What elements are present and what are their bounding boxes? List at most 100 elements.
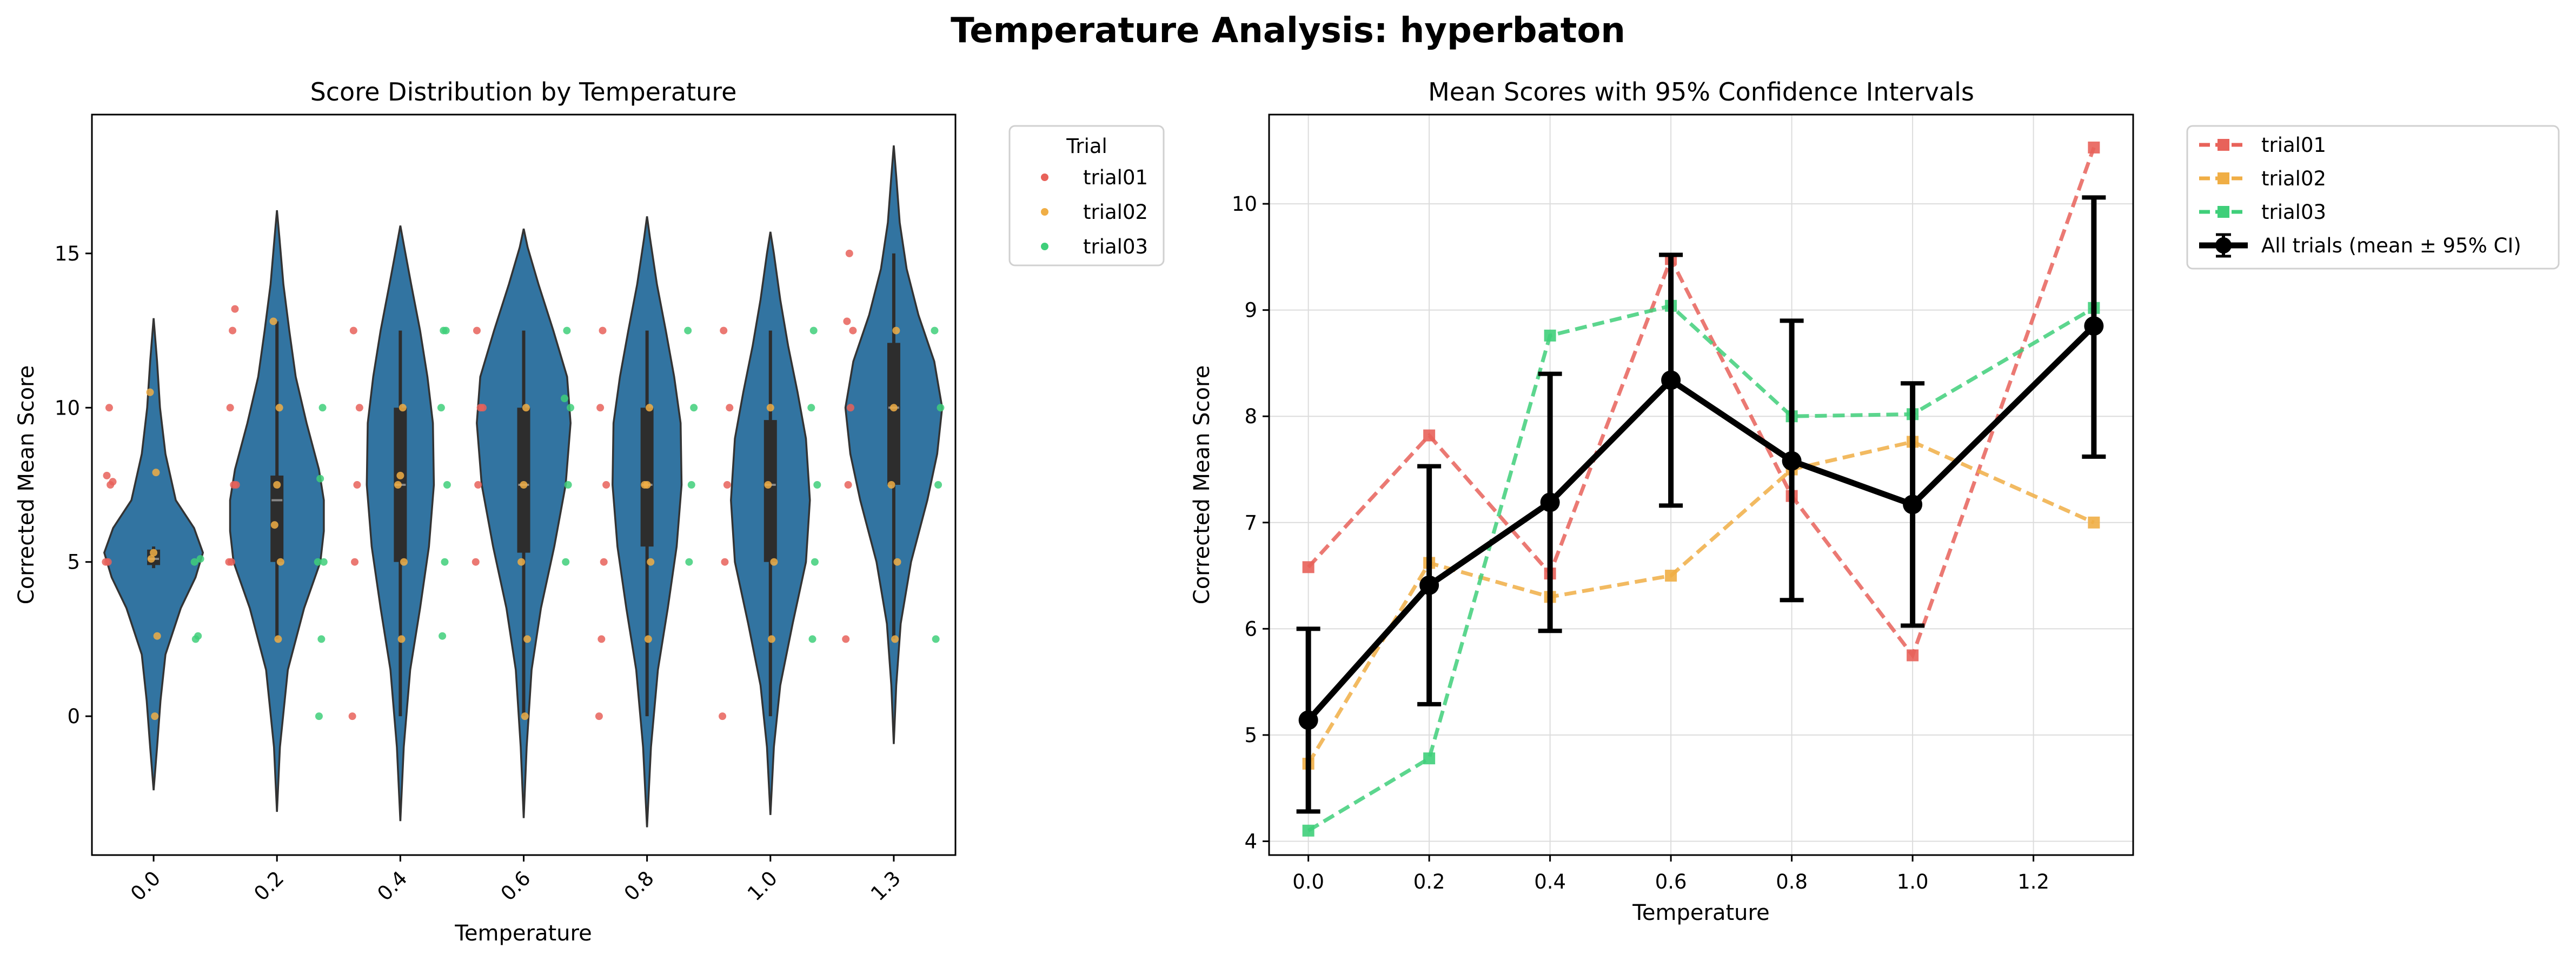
mean-ci-panel: Mean Scores with 95% Confidence Interval…: [1190, 77, 2560, 925]
trial01-point: [599, 326, 607, 335]
trial01-point: [719, 712, 727, 720]
trial01-legend-marker: [1041, 173, 1048, 181]
trial03-point: [931, 326, 939, 335]
trial01-point: [351, 558, 359, 566]
series-legend: trial01 trial02 trial03 All trials (mean ± …: [2186, 125, 2560, 270]
trial02-point: [647, 558, 655, 566]
mean-x-tick-label: 0.4: [1534, 870, 1566, 893]
trial03-point: [564, 481, 572, 489]
trial03-point: [937, 404, 945, 412]
trial02-point: [270, 521, 278, 529]
trial01-point: [846, 404, 854, 412]
mean-marker: [1540, 492, 1560, 512]
trial01-marker: [1302, 561, 1314, 573]
mean-y-tick-label: 5: [1244, 724, 1257, 747]
trial03-point: [811, 558, 819, 566]
trial01-point: [726, 404, 734, 412]
trial02-point: [269, 317, 277, 325]
trial03-point: [687, 481, 695, 489]
trial02-point: [646, 404, 654, 412]
trial03-legend-marker: [1041, 243, 1048, 250]
trial01-point: [348, 712, 356, 720]
trial01-point: [597, 635, 606, 643]
figure-title: Temperature Analysis: hyperbaton: [951, 11, 1625, 51]
trial02-point: [887, 481, 895, 489]
trial02-point: [152, 469, 160, 477]
trial01-point: [349, 326, 357, 335]
trial03-marker: [1544, 329, 1556, 342]
mean-x-tick-label: 1.2: [2017, 870, 2049, 893]
mean-x-tick-label: 1.0: [1897, 870, 1929, 893]
trial03-point: [685, 558, 693, 566]
trial02-point: [523, 635, 532, 643]
violin-y-tick-label: 10: [55, 396, 80, 419]
trial03-point: [190, 558, 198, 566]
trial02-point: [521, 712, 529, 720]
trial02-point: [399, 404, 407, 412]
trial01-point: [355, 404, 363, 412]
violin-iqr-box: [517, 408, 530, 553]
trial03-point: [684, 326, 692, 335]
violin-y-tick-label: 0: [67, 705, 80, 728]
trial01-legend-marker: [2218, 139, 2229, 151]
trial02-point: [396, 471, 404, 479]
trial02-marker: [2088, 516, 2100, 529]
mean-x-tick-label: 0.6: [1655, 870, 1687, 893]
mean-marker: [1782, 451, 1802, 471]
trial01-legend-label: trial01: [1083, 166, 1148, 189]
violin-y-tick-label: 15: [55, 242, 80, 265]
trial03-point: [690, 404, 698, 412]
trial03-point: [562, 558, 570, 566]
trial02-marker: [1665, 570, 1677, 582]
trial03-point: [563, 326, 571, 335]
trial03-point: [196, 555, 204, 563]
trial02-point: [150, 549, 158, 557]
mean-legend-marker: [2215, 237, 2232, 253]
trial03-point: [443, 481, 451, 489]
trial01-point: [602, 481, 610, 489]
mean-legend-label: All trials (mean ± 95% CI): [2261, 234, 2521, 257]
trial02-point: [770, 558, 778, 566]
trial01-point: [473, 326, 481, 335]
trial03-point: [316, 475, 324, 483]
trial02-point: [394, 481, 402, 489]
mean-x-tick-label: 0.0: [1292, 870, 1324, 893]
mean-marker: [2084, 316, 2104, 336]
mean-marker: [1298, 710, 1318, 730]
trial02-point: [520, 481, 528, 489]
trial02-point: [146, 388, 154, 396]
trial02-point: [893, 558, 901, 566]
mean-ci-panel-title: Mean Scores with 95% Confidence Interval…: [1428, 77, 1974, 106]
trial01-point: [849, 326, 857, 335]
trial03-legend-label: trial03: [1083, 235, 1148, 258]
trial03-point: [567, 404, 575, 412]
trial02-point: [147, 555, 155, 563]
mean-x-tick-label: 0.2: [1413, 870, 1445, 893]
trial01-point: [353, 481, 361, 489]
mean-y-tick-label: 6: [1244, 617, 1257, 640]
violin-x-tick-label: 1.0: [743, 866, 782, 905]
mean-marker: [1903, 495, 1923, 515]
trial01-point: [229, 326, 237, 335]
trial01-point: [842, 635, 850, 643]
trial02-point: [522, 404, 530, 412]
trial03-legend-label: trial03: [2261, 201, 2326, 224]
mean-y-tick-label: 9: [1244, 299, 1257, 322]
violin-iqr-box: [270, 475, 284, 562]
trial-legend-frame: [1008, 125, 1165, 266]
trial01-point: [596, 404, 605, 412]
trial02-point: [892, 326, 900, 335]
trial03-point: [441, 558, 449, 566]
trial01-point: [232, 481, 240, 489]
violin-plot-frame: [91, 114, 957, 856]
violin-x-tick-label: 1.3: [866, 866, 905, 905]
mean-marker: [1419, 575, 1439, 595]
trial01-point: [227, 558, 235, 566]
trial01-point: [844, 481, 852, 489]
trial01-marker: [2088, 141, 2100, 154]
trial01-point: [595, 712, 603, 720]
trial01-point: [845, 249, 853, 257]
trial01-point: [231, 305, 239, 313]
trial03-point: [320, 558, 328, 566]
